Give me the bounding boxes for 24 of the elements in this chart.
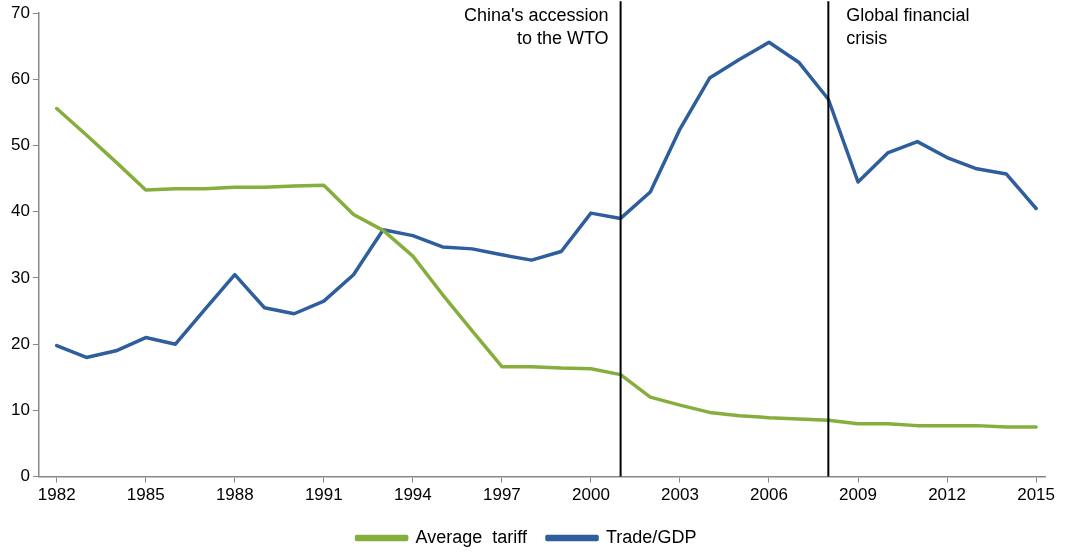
x-tick-label: 1994 <box>393 485 432 505</box>
x-tick-label: 1982 <box>37 485 76 505</box>
y-tick-label: 30 <box>10 267 30 287</box>
ref-line-label: Global financial crisis <box>846 5 970 49</box>
legend-label: Average tariff <box>415 526 529 547</box>
y-tick-label: 0 <box>20 466 30 486</box>
x-tick-label: 2012 <box>928 485 966 505</box>
y-tick-label: 60 <box>10 69 30 89</box>
x-tick-label: 1997 <box>482 485 521 505</box>
y-tick-label: 70 <box>10 2 30 22</box>
x-tick-label: 2009 <box>839 485 877 505</box>
x-tick-label: 1985 <box>126 485 165 505</box>
x-tick-label: 2015 <box>1017 485 1056 505</box>
x-tick-label: 1991 <box>304 485 343 505</box>
legend-label: Trade/GDP <box>606 526 697 547</box>
x-tick-label: 1988 <box>215 485 254 505</box>
x-tick-label: 2000 <box>572 485 610 505</box>
ref-line-label: China's accession to the WTO <box>464 5 609 49</box>
y-tick-label: 10 <box>10 400 30 420</box>
y-tick-label: 40 <box>10 201 30 221</box>
y-tick-label: 20 <box>10 333 30 353</box>
x-tick-label: 2006 <box>750 485 788 505</box>
y-tick-label: 50 <box>10 135 30 155</box>
x-tick-label: 2003 <box>661 485 699 505</box>
